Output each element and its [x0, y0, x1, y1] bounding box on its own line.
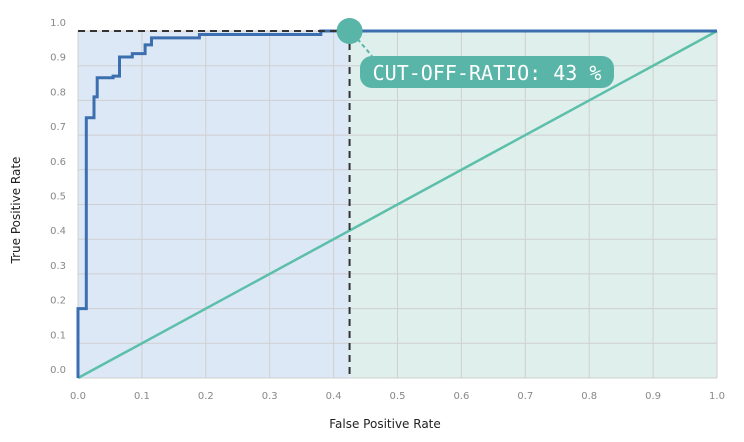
x-tick-label: 0.0	[70, 391, 86, 402]
x-tick-label: 0.4	[326, 391, 342, 402]
x-tick-label: 0.6	[453, 391, 469, 402]
x-axis-ticks: 0.0 0.1 0.2 0.3 0.4 0.5 0.6 0.7 0.8 0.9 1.0	[70, 391, 725, 402]
diagonal-line	[77, 29, 718, 380]
y-tick-label: 0.4	[50, 226, 66, 237]
y-tick-label: 0.0	[50, 365, 66, 376]
x-tick-label: 0.9	[645, 391, 661, 402]
x-tick-label: 0.1	[134, 391, 150, 402]
y-tick-label: 0.7	[50, 122, 66, 133]
series-layer	[76, 29, 718, 380]
x-tick-label: 0.5	[390, 391, 406, 402]
x-tick-label: 0.7	[517, 391, 533, 402]
x-tick-label: 0.2	[198, 391, 214, 402]
y-tick-label: 0.1	[50, 330, 66, 341]
y-tick-label: 1.0	[50, 18, 66, 29]
y-tick-label: 0.2	[50, 296, 66, 307]
y-tick-label: 0.6	[50, 157, 66, 168]
x-tick-label: 0.3	[262, 391, 278, 402]
cutoff-marker	[336, 18, 363, 44]
y-axis-ticks: 0.0 0.1 0.2 0.3 0.4 0.5 0.6 0.7 0.8 0.9 1.0	[50, 18, 66, 376]
y-tick-label: 0.3	[50, 261, 66, 272]
cutoff-callout-box	[360, 56, 614, 88]
grid	[77, 30, 718, 379]
y-tick-label: 0.9	[50, 53, 66, 64]
x-tick-label: 1.0	[709, 391, 725, 402]
y-tick-label: 0.5	[50, 192, 66, 203]
cutoff-annotation: CUT-OFF-RATIO: 43 %	[78, 18, 614, 378]
y-axis-label: True Positive Rate	[9, 157, 23, 265]
roc-curve-line	[76, 29, 717, 378]
callout-leader	[356, 38, 373, 57]
x-axis-label: False Positive Rate	[329, 417, 441, 431]
x-tick-label: 0.8	[581, 391, 597, 402]
cutoff-callout-label: CUT-OFF-RATIO: 43 %	[373, 61, 602, 85]
y-tick-label: 0.8	[50, 87, 66, 98]
